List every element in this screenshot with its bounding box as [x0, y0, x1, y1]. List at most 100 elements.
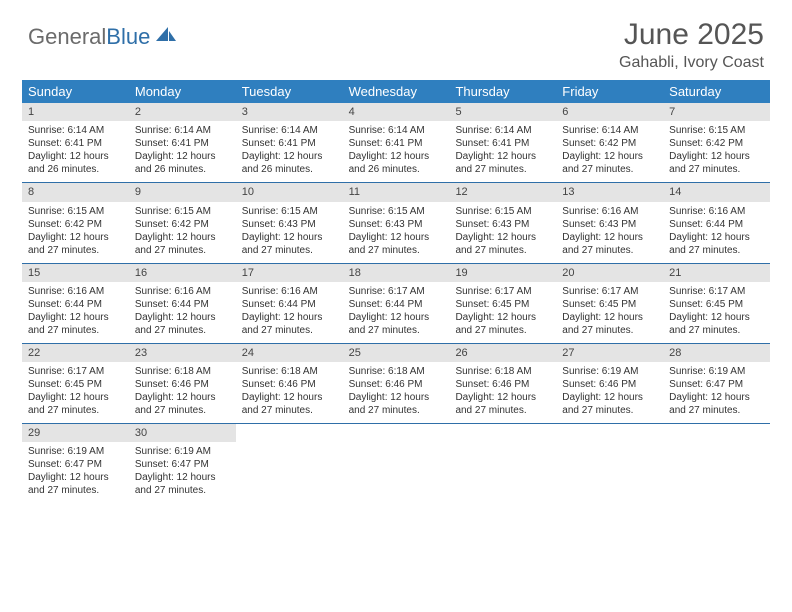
day-line: Sunrise: 6:17 AM [562, 285, 657, 298]
day-cell [343, 424, 450, 503]
day-line: Sunrise: 6:15 AM [455, 205, 550, 218]
day-body: Sunrise: 6:19 AMSunset: 6:47 PMDaylight:… [129, 442, 236, 503]
day-body: Sunrise: 6:17 AMSunset: 6:45 PMDaylight:… [449, 282, 556, 343]
day-line: Sunrise: 6:14 AM [562, 124, 657, 137]
day-line: Sunrise: 6:18 AM [242, 365, 337, 378]
day-body: Sunrise: 6:14 AMSunset: 6:41 PMDaylight:… [449, 121, 556, 182]
day-line: Sunrise: 6:14 AM [242, 124, 337, 137]
day-line: Daylight: 12 hours [669, 391, 764, 404]
day-line: Sunrise: 6:17 AM [455, 285, 550, 298]
day-line: Sunset: 6:43 PM [349, 218, 444, 231]
day-cell: 16Sunrise: 6:16 AMSunset: 6:44 PMDayligh… [129, 264, 236, 343]
day-line: Sunset: 6:41 PM [242, 137, 337, 150]
day-line: Daylight: 12 hours [135, 471, 230, 484]
day-line: Sunrise: 6:14 AM [135, 124, 230, 137]
day-line: Daylight: 12 hours [349, 311, 444, 324]
day-number: 24 [236, 344, 343, 362]
logo: GeneralBlue [28, 24, 178, 50]
day-line: Daylight: 12 hours [28, 150, 123, 163]
day-line: Sunrise: 6:18 AM [455, 365, 550, 378]
day-line: Daylight: 12 hours [455, 231, 550, 244]
day-cell: 24Sunrise: 6:18 AMSunset: 6:46 PMDayligh… [236, 344, 343, 423]
day-line: Sunset: 6:47 PM [28, 458, 123, 471]
day-line: Sunrise: 6:15 AM [669, 124, 764, 137]
day-line: Daylight: 12 hours [135, 391, 230, 404]
day-line: Sunset: 6:46 PM [455, 378, 550, 391]
day-line: and 27 minutes. [242, 404, 337, 417]
day-number [236, 424, 343, 442]
day-line: Sunset: 6:42 PM [135, 218, 230, 231]
day-number: 5 [449, 103, 556, 121]
day-line: Daylight: 12 hours [242, 311, 337, 324]
day-cell: 4Sunrise: 6:14 AMSunset: 6:41 PMDaylight… [343, 103, 450, 182]
day-line: Sunrise: 6:14 AM [455, 124, 550, 137]
day-body: Sunrise: 6:15 AMSunset: 6:42 PMDaylight:… [129, 202, 236, 263]
day-line: Sunrise: 6:15 AM [28, 205, 123, 218]
day-line: Sunset: 6:42 PM [562, 137, 657, 150]
day-cell: 6Sunrise: 6:14 AMSunset: 6:42 PMDaylight… [556, 103, 663, 182]
day-line: Sunset: 6:43 PM [562, 218, 657, 231]
day-header: Sunday [22, 80, 129, 103]
day-line: Sunset: 6:47 PM [669, 378, 764, 391]
day-line: Sunset: 6:42 PM [669, 137, 764, 150]
month-title: June 2025 [619, 18, 764, 52]
week-row: 29Sunrise: 6:19 AMSunset: 6:47 PMDayligh… [22, 424, 770, 503]
day-line: Sunset: 6:42 PM [28, 218, 123, 231]
day-body: Sunrise: 6:15 AMSunset: 6:43 PMDaylight:… [343, 202, 450, 263]
day-line: Sunrise: 6:17 AM [28, 365, 123, 378]
day-body [556, 442, 663, 451]
day-line: and 27 minutes. [135, 244, 230, 257]
day-cell: 3Sunrise: 6:14 AMSunset: 6:41 PMDaylight… [236, 103, 343, 182]
day-cell: 13Sunrise: 6:16 AMSunset: 6:43 PMDayligh… [556, 183, 663, 262]
day-cell [236, 424, 343, 503]
day-line: and 26 minutes. [349, 163, 444, 176]
day-line: Sunrise: 6:16 AM [135, 285, 230, 298]
day-cell: 8Sunrise: 6:15 AMSunset: 6:42 PMDaylight… [22, 183, 129, 262]
day-cell: 1Sunrise: 6:14 AMSunset: 6:41 PMDaylight… [22, 103, 129, 182]
day-line: Sunrise: 6:19 AM [669, 365, 764, 378]
day-line: and 26 minutes. [135, 163, 230, 176]
day-number [663, 424, 770, 442]
day-line: Daylight: 12 hours [455, 391, 550, 404]
day-cell: 10Sunrise: 6:15 AMSunset: 6:43 PMDayligh… [236, 183, 343, 262]
day-line: and 27 minutes. [562, 163, 657, 176]
day-line: and 27 minutes. [669, 244, 764, 257]
day-body: Sunrise: 6:14 AMSunset: 6:42 PMDaylight:… [556, 121, 663, 182]
week-row: 1Sunrise: 6:14 AMSunset: 6:41 PMDaylight… [22, 103, 770, 183]
day-line: Sunrise: 6:17 AM [349, 285, 444, 298]
day-cell: 12Sunrise: 6:15 AMSunset: 6:43 PMDayligh… [449, 183, 556, 262]
day-line: and 27 minutes. [455, 163, 550, 176]
day-number: 18 [343, 264, 450, 282]
day-cell: 19Sunrise: 6:17 AMSunset: 6:45 PMDayligh… [449, 264, 556, 343]
day-header: Thursday [449, 80, 556, 103]
day-number: 22 [22, 344, 129, 362]
day-number: 7 [663, 103, 770, 121]
day-body: Sunrise: 6:18 AMSunset: 6:46 PMDaylight:… [449, 362, 556, 423]
day-cell: 29Sunrise: 6:19 AMSunset: 6:47 PMDayligh… [22, 424, 129, 503]
day-number [343, 424, 450, 442]
day-number: 20 [556, 264, 663, 282]
day-header: Saturday [663, 80, 770, 103]
day-cell [556, 424, 663, 503]
day-line: Sunset: 6:47 PM [135, 458, 230, 471]
day-body: Sunrise: 6:14 AMSunset: 6:41 PMDaylight:… [343, 121, 450, 182]
day-line: Daylight: 12 hours [28, 471, 123, 484]
day-line: Daylight: 12 hours [349, 150, 444, 163]
day-line: Sunset: 6:44 PM [28, 298, 123, 311]
day-cell: 20Sunrise: 6:17 AMSunset: 6:45 PMDayligh… [556, 264, 663, 343]
day-line: Daylight: 12 hours [28, 391, 123, 404]
day-line: Daylight: 12 hours [669, 231, 764, 244]
day-cell: 25Sunrise: 6:18 AMSunset: 6:46 PMDayligh… [343, 344, 450, 423]
day-line: Daylight: 12 hours [562, 150, 657, 163]
day-body: Sunrise: 6:17 AMSunset: 6:45 PMDaylight:… [556, 282, 663, 343]
day-body [236, 442, 343, 451]
day-line: and 27 minutes. [135, 404, 230, 417]
day-header: Monday [129, 80, 236, 103]
day-line: and 27 minutes. [669, 163, 764, 176]
day-body: Sunrise: 6:18 AMSunset: 6:46 PMDaylight:… [236, 362, 343, 423]
day-body: Sunrise: 6:14 AMSunset: 6:41 PMDaylight:… [129, 121, 236, 182]
day-body [663, 442, 770, 451]
day-body: Sunrise: 6:14 AMSunset: 6:41 PMDaylight:… [22, 121, 129, 182]
day-cell [449, 424, 556, 503]
week-row: 22Sunrise: 6:17 AMSunset: 6:45 PMDayligh… [22, 344, 770, 424]
